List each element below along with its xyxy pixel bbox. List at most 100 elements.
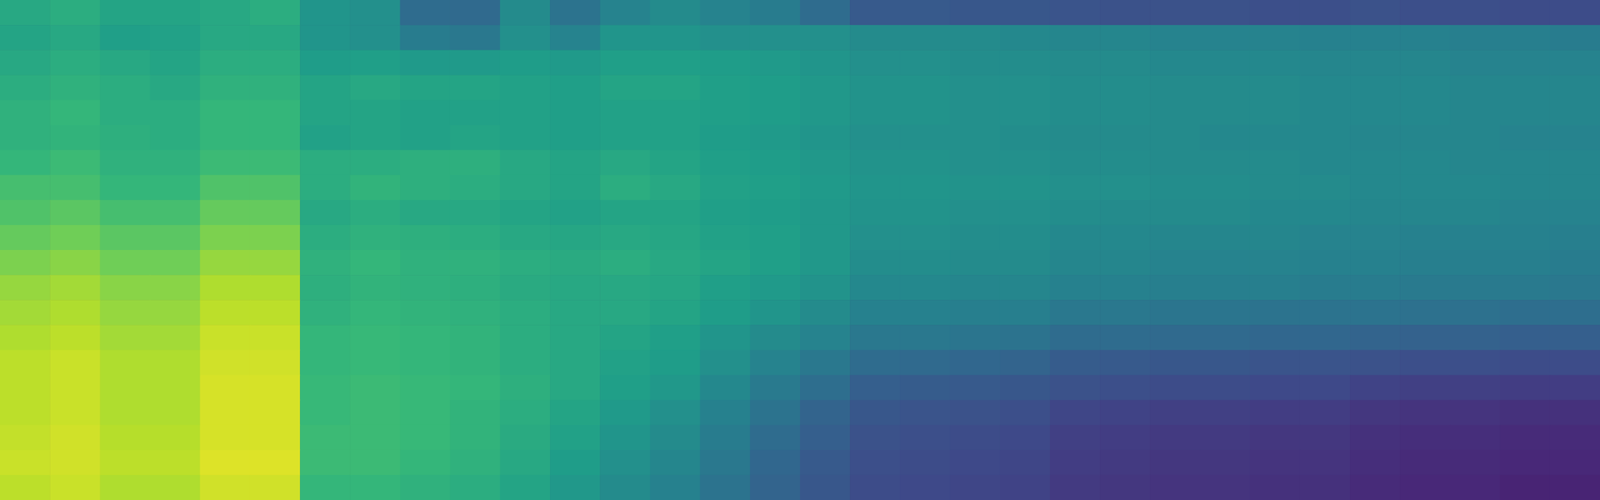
cell (1149, 375, 1201, 402)
cell (1000, 49, 1051, 76)
cell (1099, 450, 1151, 476)
cell (1449, 49, 1501, 76)
cell (849, 450, 901, 476)
cell (1399, 450, 1451, 476)
cell (800, 125, 851, 151)
cell (250, 475, 301, 500)
cell (1349, 49, 1401, 76)
cell (150, 74, 201, 101)
cell (700, 225, 751, 251)
cell (400, 274, 451, 301)
cell (450, 150, 501, 176)
cell (599, 200, 651, 226)
cell (299, 274, 351, 301)
cell (549, 349, 601, 376)
cell (299, 450, 351, 476)
cell (599, 274, 651, 301)
cell (1050, 24, 1101, 51)
cell (1349, 274, 1401, 301)
cell (49, 274, 101, 301)
cell (899, 49, 951, 76)
cell (899, 349, 951, 376)
cell (700, 400, 751, 426)
cell (1149, 274, 1201, 301)
cell (1250, 475, 1301, 500)
cell (299, 400, 351, 426)
cell (1500, 150, 1551, 176)
cell (1050, 299, 1101, 326)
cell (200, 475, 251, 500)
cell (1500, 49, 1551, 76)
cell (450, 200, 501, 226)
cell (1250, 0, 1301, 26)
cell (1449, 0, 1501, 26)
cell (450, 274, 501, 301)
cell (899, 225, 951, 251)
cell (400, 324, 451, 351)
cell (150, 274, 201, 301)
cell (549, 475, 601, 500)
cell (899, 74, 951, 101)
cell (450, 175, 501, 201)
cell (649, 425, 701, 451)
cell (450, 0, 501, 26)
cell (800, 175, 851, 201)
cell (1149, 150, 1201, 176)
cell (1099, 324, 1151, 351)
cell (800, 150, 851, 176)
cell (700, 274, 751, 301)
cell (800, 450, 851, 476)
cell (200, 375, 251, 402)
cell (1300, 24, 1351, 51)
cell (950, 0, 1001, 26)
cell (299, 74, 351, 101)
cell (599, 49, 651, 76)
cell (99, 125, 151, 151)
cell (750, 274, 801, 301)
cell (899, 425, 951, 451)
cell (1050, 274, 1101, 301)
cell (750, 450, 801, 476)
cell (1050, 74, 1101, 101)
cell (1500, 375, 1551, 402)
cell (1550, 225, 1600, 251)
cell (1000, 400, 1051, 426)
cell (49, 250, 101, 276)
cell (700, 200, 751, 226)
cell (49, 150, 101, 176)
cell (899, 400, 951, 426)
cell (1500, 24, 1551, 51)
cell (349, 150, 401, 176)
cell (1050, 125, 1101, 151)
cell (200, 400, 251, 426)
cell (750, 475, 801, 500)
cell (750, 175, 801, 201)
cell (349, 475, 401, 500)
cell (549, 299, 601, 326)
cell (1449, 175, 1501, 201)
cell (250, 150, 301, 176)
cell (1449, 475, 1501, 500)
cell (450, 450, 501, 476)
cell (750, 324, 801, 351)
cell (849, 400, 901, 426)
cell (899, 0, 951, 26)
cell (1550, 99, 1600, 126)
cell (1399, 400, 1451, 426)
cell (500, 250, 551, 276)
cell (950, 375, 1001, 402)
cell (849, 225, 901, 251)
cell (0, 49, 51, 76)
cell (500, 450, 551, 476)
cell (1349, 24, 1401, 51)
cell (599, 74, 651, 101)
cell (549, 250, 601, 276)
cell (99, 49, 151, 76)
cell (400, 450, 451, 476)
cell (1250, 24, 1301, 51)
cell (99, 324, 151, 351)
cell (500, 425, 551, 451)
cell (349, 349, 401, 376)
cell (1200, 324, 1251, 351)
cell (1449, 225, 1501, 251)
